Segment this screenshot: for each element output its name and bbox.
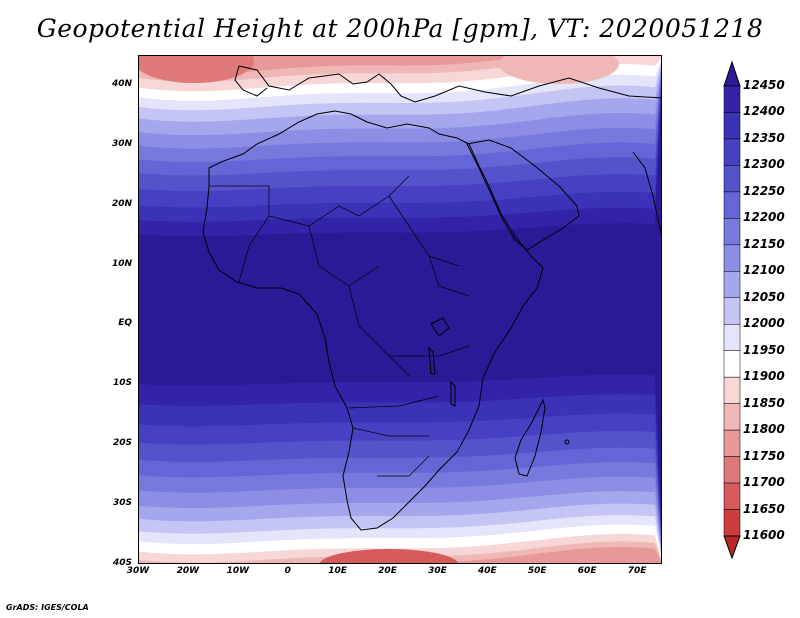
colorbar-label-0: 12450	[743, 78, 785, 92]
lat-label-0: 40N	[111, 78, 132, 89]
lat-label-6: 20S	[112, 438, 132, 449]
colorbar-segment-5	[723, 191, 741, 219]
tropical-cyclone-icon	[564, 439, 570, 445]
lat-label-1: 30N	[111, 138, 132, 149]
colorbar-label-13: 11800	[743, 422, 785, 437]
lon-label-1: 20W	[176, 566, 200, 576]
colorbar-label-16: 11650	[743, 501, 785, 516]
colorbar-segment-11	[723, 350, 741, 378]
red-blob-nw	[139, 56, 254, 83]
border-lines	[209, 175, 470, 477]
north-band-13	[139, 56, 661, 75]
lat-label-5: 10S	[112, 378, 132, 389]
red-blob-s	[319, 549, 459, 563]
lat-label-8: 40S	[112, 558, 132, 568]
africa-coastline	[202, 110, 544, 531]
lon-label-4: 10E	[328, 566, 347, 576]
lon-label-2: 10W	[226, 566, 250, 576]
lon-label-7: 40E	[477, 566, 497, 576]
colorbar-top-arrow	[723, 60, 741, 87]
colorbar	[723, 60, 741, 560]
colorbar-segment-2	[723, 112, 741, 140]
lon-label-3: 0	[284, 566, 291, 576]
colorbar-label-17: 11600	[743, 528, 785, 542]
colorbar-label-7: 12100	[743, 263, 785, 278]
colorbar-label-6: 12150	[743, 236, 785, 251]
lon-label-5: 20E	[378, 566, 397, 576]
lon-label-0: 30W	[126, 566, 150, 576]
lon-label-8: 50E	[527, 566, 547, 576]
madagascar-coastline	[514, 398, 546, 477]
colorbar-label-10: 11950	[743, 342, 785, 357]
colorbar-segment-8	[723, 271, 741, 299]
map-title: Geopotential Height at 200hPa [gpm], VT:…	[36, 14, 764, 43]
colorbar-segment-1	[723, 85, 741, 113]
contour-bands	[139, 56, 661, 563]
colorbar-label-9: 12000	[743, 316, 785, 331]
lon-label-10: 70E	[627, 566, 647, 576]
colorbar-label-8: 12050	[743, 289, 785, 304]
colorbar-label-14: 11750	[743, 448, 785, 463]
india-coastline	[632, 151, 661, 236]
colorbar-label-2: 12350	[743, 130, 785, 145]
red-blob-ne	[499, 56, 619, 84]
colorbar-segment-15	[723, 456, 741, 484]
south-band-13	[326, 547, 661, 563]
colorbar-segment-14	[723, 429, 741, 457]
lat-label-7: 30S	[112, 498, 132, 509]
colorbar-label-12: 11850	[743, 395, 785, 410]
colorbar-segment-17	[723, 509, 741, 537]
colorbar-segment-16	[723, 482, 741, 510]
grads-credit: GrADS: IGES/COLA	[6, 603, 89, 612]
lake-malawi	[450, 380, 456, 407]
map-plot-area[interactable]	[138, 55, 662, 564]
colorbar-label-1: 12400	[743, 104, 785, 119]
colorbar-segment-4	[723, 165, 741, 193]
colorbar-bottom-arrow	[723, 535, 741, 560]
colorbar-segment-9	[723, 297, 741, 325]
colorbar-label-3: 12300	[743, 157, 785, 172]
lon-label-6: 30E	[428, 566, 447, 576]
colorbar-segment-12	[723, 376, 741, 404]
lon-label-9: 60E	[577, 566, 597, 576]
colorbar-label-11: 11900	[743, 369, 785, 384]
colorbar-label-5: 12200	[743, 210, 785, 225]
iberia-coastline	[234, 65, 268, 97]
europe-coastline	[238, 65, 661, 103]
lake-tanganyika	[428, 346, 436, 375]
colorbar-label-4: 12250	[743, 183, 785, 198]
arabia-coastline	[466, 139, 580, 251]
geopotential-map-svg	[139, 56, 661, 563]
colorbar-segment-7	[723, 244, 741, 272]
lat-label-3: 10N	[111, 258, 132, 269]
colorbar-segment-10	[723, 323, 741, 351]
coastlines-layer	[202, 65, 661, 531]
colorbar-segment-3	[723, 138, 741, 166]
colorbar-segment-6	[723, 218, 741, 246]
lat-label-2: 20N	[111, 198, 132, 209]
lake-victoria	[430, 317, 450, 337]
colorbar-segment-13	[723, 403, 741, 431]
lat-label-4: EQ	[118, 318, 132, 329]
colorbar-label-15: 11700	[743, 475, 785, 490]
